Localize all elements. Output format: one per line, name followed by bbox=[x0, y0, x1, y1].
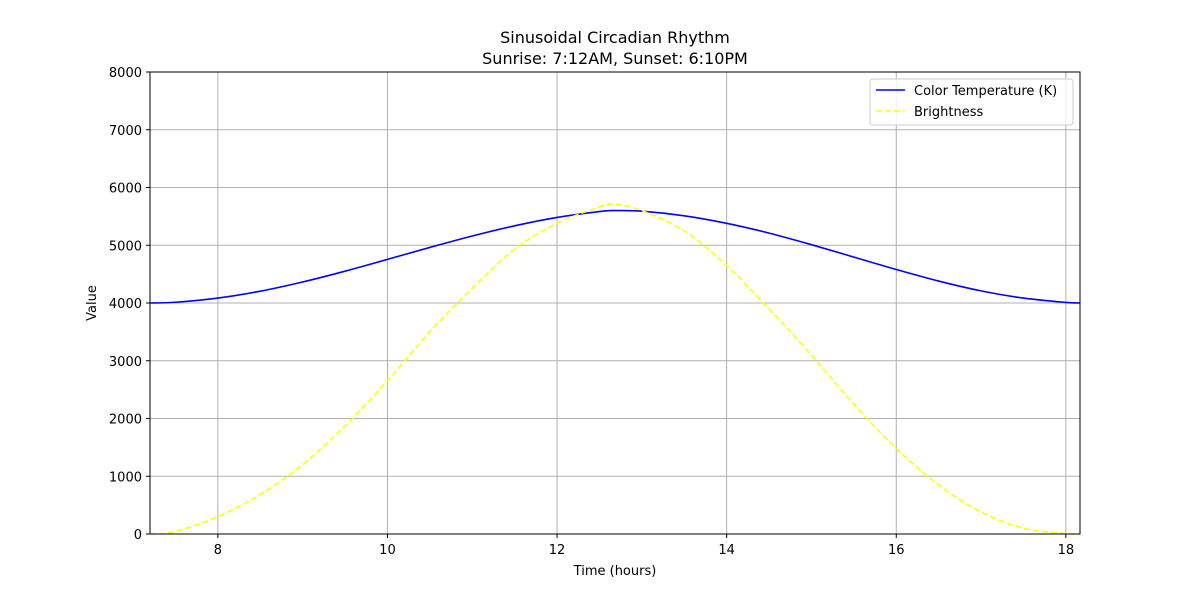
brightness-line bbox=[149, 203, 1081, 535]
grid-lines bbox=[150, 71, 1080, 535]
y-tick-label: 1000 bbox=[109, 470, 142, 485]
chart-title: Sinusoidal Circadian Rhythm bbox=[500, 28, 730, 47]
axis-ticks: 8 10 12 14 16 18 0 1000 2000 3000 4000 5000 6000 7000… bbox=[109, 66, 1074, 558]
y-tick-label: 8000 bbox=[109, 66, 142, 81]
y-tick-label: 6000 bbox=[109, 182, 142, 197]
x-tick-label: 12 bbox=[549, 543, 566, 558]
legend: Color Temperature (K) Brightness bbox=[869, 78, 1074, 126]
legend-box bbox=[869, 78, 1074, 126]
x-tick-label: 8 bbox=[214, 543, 222, 558]
y-tick-label: 7000 bbox=[109, 124, 142, 139]
x-tick-label: 16 bbox=[888, 543, 905, 558]
series-lines bbox=[149, 203, 1081, 535]
legend-label: Color Temperature (K) bbox=[914, 84, 1057, 99]
x-tick-label: 18 bbox=[1058, 543, 1075, 558]
y-axis-label: Value bbox=[85, 285, 100, 321]
x-axis-label: Time (hours) bbox=[573, 564, 657, 579]
y-tick-label: 4000 bbox=[109, 297, 142, 312]
y-tick-label: 2000 bbox=[109, 413, 142, 428]
x-tick-label: 14 bbox=[718, 543, 735, 558]
y-tick-label: 5000 bbox=[109, 239, 142, 254]
y-tick-label: 3000 bbox=[109, 355, 142, 370]
color-temperature-line bbox=[149, 209, 1081, 304]
x-tick-label: 10 bbox=[379, 543, 396, 558]
legend-label: Brightness bbox=[914, 105, 983, 120]
chart-subtitle: Sunrise: 7:12AM, Sunset: 6:10PM bbox=[482, 49, 748, 68]
y-tick-label: 0 bbox=[134, 528, 142, 543]
